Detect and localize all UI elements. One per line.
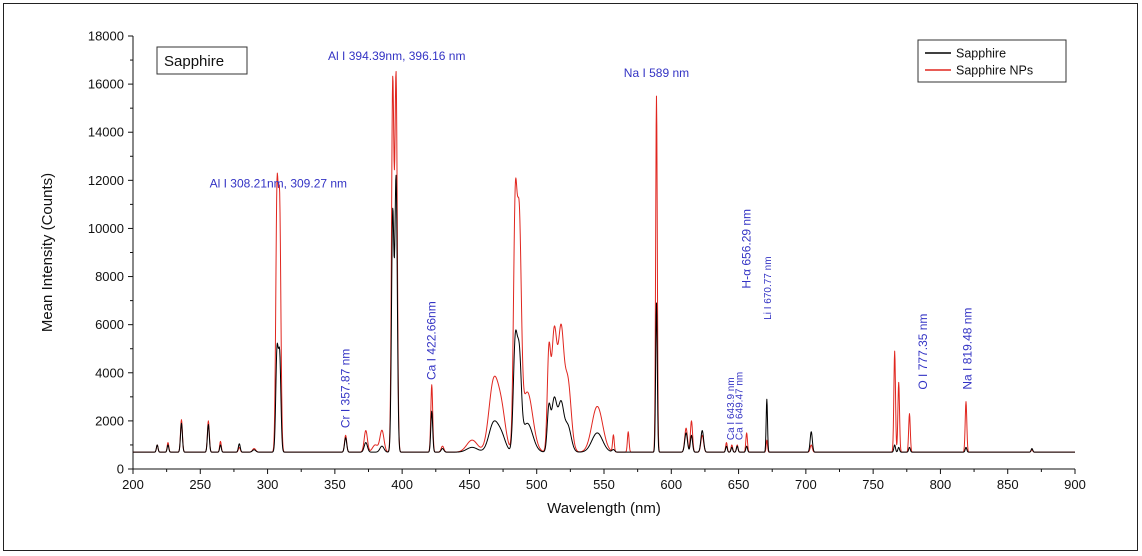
x-tick-label: 700 bbox=[795, 477, 817, 492]
peak-annotation: Al I 308.21nm, 309.27 nm bbox=[210, 177, 347, 191]
x-tick-label: 200 bbox=[122, 477, 144, 492]
x-tick-label: 250 bbox=[189, 477, 211, 492]
peak-annotation: Ca I 422.66nm bbox=[425, 301, 439, 380]
y-tick-label: 2000 bbox=[95, 413, 124, 428]
peak-annotation: Ca I 643.9 nm bbox=[726, 377, 737, 440]
y-tick-label: 16000 bbox=[88, 77, 124, 92]
series-line-sapphire bbox=[133, 174, 1075, 453]
peak-annotation: O I 777.35 nm bbox=[916, 314, 930, 390]
x-axis-title: Wavelength (nm) bbox=[547, 500, 661, 517]
y-tick-label: 18000 bbox=[88, 29, 124, 44]
peak-annotation: H-α 656.29 nm bbox=[740, 209, 754, 289]
x-ticks: 200 250 300 350 400 450 500 550 600 650 700 750 800 8… bbox=[122, 469, 1086, 492]
chart-title: Sapphire bbox=[164, 53, 224, 70]
y-axis-title: Mean Intensity (Counts) bbox=[39, 173, 56, 332]
peak-annotation: Al I 394.39nm, 396.16 nm bbox=[328, 49, 465, 63]
peak-annotation: Ca I 649.47 nm bbox=[735, 372, 746, 440]
y-tick-label: 6000 bbox=[95, 317, 124, 332]
y-tick-label: 14000 bbox=[88, 125, 124, 140]
y-tick-label: 10000 bbox=[88, 221, 124, 236]
x-tick-label: 550 bbox=[593, 477, 615, 492]
x-tick-label: 450 bbox=[459, 477, 481, 492]
figure-frame bbox=[3, 3, 1138, 551]
x-tick-label: 350 bbox=[324, 477, 346, 492]
y-tick-label: 4000 bbox=[95, 365, 124, 380]
peak-annotation: Na I 819.48 nm bbox=[960, 308, 974, 390]
x-tick-label: 600 bbox=[660, 477, 682, 492]
legend-label: Sapphire NPs bbox=[956, 64, 1033, 78]
series-group bbox=[133, 71, 1075, 453]
y-tick-label: 12000 bbox=[88, 173, 124, 188]
legend-label: Sapphire bbox=[956, 47, 1006, 61]
peak-annotation: Li I 670.77 nm bbox=[763, 256, 774, 319]
peak-annotation: Cr I 357.87 nm bbox=[339, 349, 353, 428]
x-tick-label: 900 bbox=[1064, 477, 1086, 492]
x-tick-label: 300 bbox=[257, 477, 279, 492]
legend-box bbox=[917, 39, 1067, 83]
x-tick-label: 650 bbox=[728, 477, 750, 492]
y-tick-label: 8000 bbox=[95, 269, 124, 284]
series-line-sapphire-nps bbox=[133, 71, 1075, 453]
y-ticks: 0 2000 4000 6000 8000 10000 12000 14000 16000 180… bbox=[88, 29, 133, 477]
x-tick-label: 850 bbox=[997, 477, 1019, 492]
legend: Sapphire Sapphire NPs bbox=[917, 39, 1067, 83]
annotations: Al I 308.21nm, 309.27 nm Al I 394.39nm, 3… bbox=[210, 49, 975, 440]
x-tick-label: 500 bbox=[526, 477, 548, 492]
y-tick-label: 0 bbox=[117, 462, 124, 477]
x-tick-label: 800 bbox=[930, 477, 952, 492]
x-tick-label: 750 bbox=[862, 477, 884, 492]
chart-title-box: Sapphire bbox=[156, 46, 248, 75]
peak-annotation: Na I 589 nm bbox=[624, 66, 689, 80]
x-tick-label: 400 bbox=[391, 477, 413, 492]
chart-title-rect bbox=[156, 46, 248, 75]
